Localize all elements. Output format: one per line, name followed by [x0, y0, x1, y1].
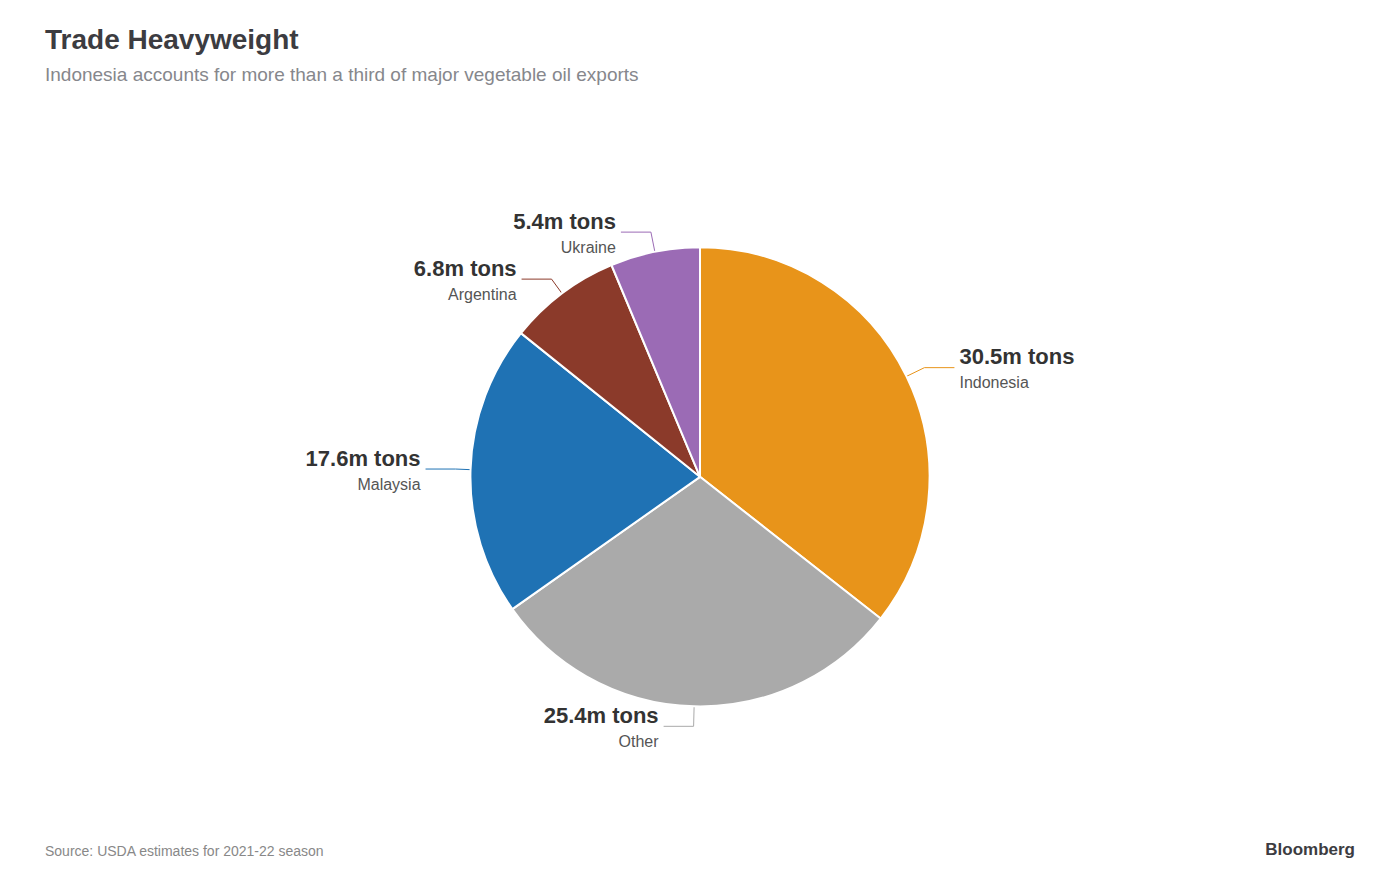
svg-text:Malaysia: Malaysia: [357, 476, 420, 493]
svg-text:30.5m tons: 30.5m tons: [959, 344, 1074, 369]
svg-text:Other: Other: [619, 733, 660, 750]
svg-text:5.4m tons: 5.4m tons: [513, 209, 616, 234]
svg-text:Argentina: Argentina: [448, 286, 517, 303]
svg-text:17.6m tons: 17.6m tons: [306, 446, 421, 471]
svg-text:25.4m tons: 25.4m tons: [544, 703, 659, 728]
svg-text:Bloomberg: Bloomberg: [1265, 840, 1355, 859]
svg-text:Source: USDA estimates for 202: Source: USDA estimates for 2021-22 seaso…: [45, 843, 324, 859]
svg-text:Trade Heavyweight: Trade Heavyweight: [45, 24, 299, 55]
svg-text:Indonesia accounts for more th: Indonesia accounts for more than a third…: [45, 64, 639, 85]
svg-text:Ukraine: Ukraine: [561, 239, 616, 256]
svg-text:Indonesia: Indonesia: [959, 374, 1028, 391]
svg-text:6.8m tons: 6.8m tons: [414, 256, 517, 281]
